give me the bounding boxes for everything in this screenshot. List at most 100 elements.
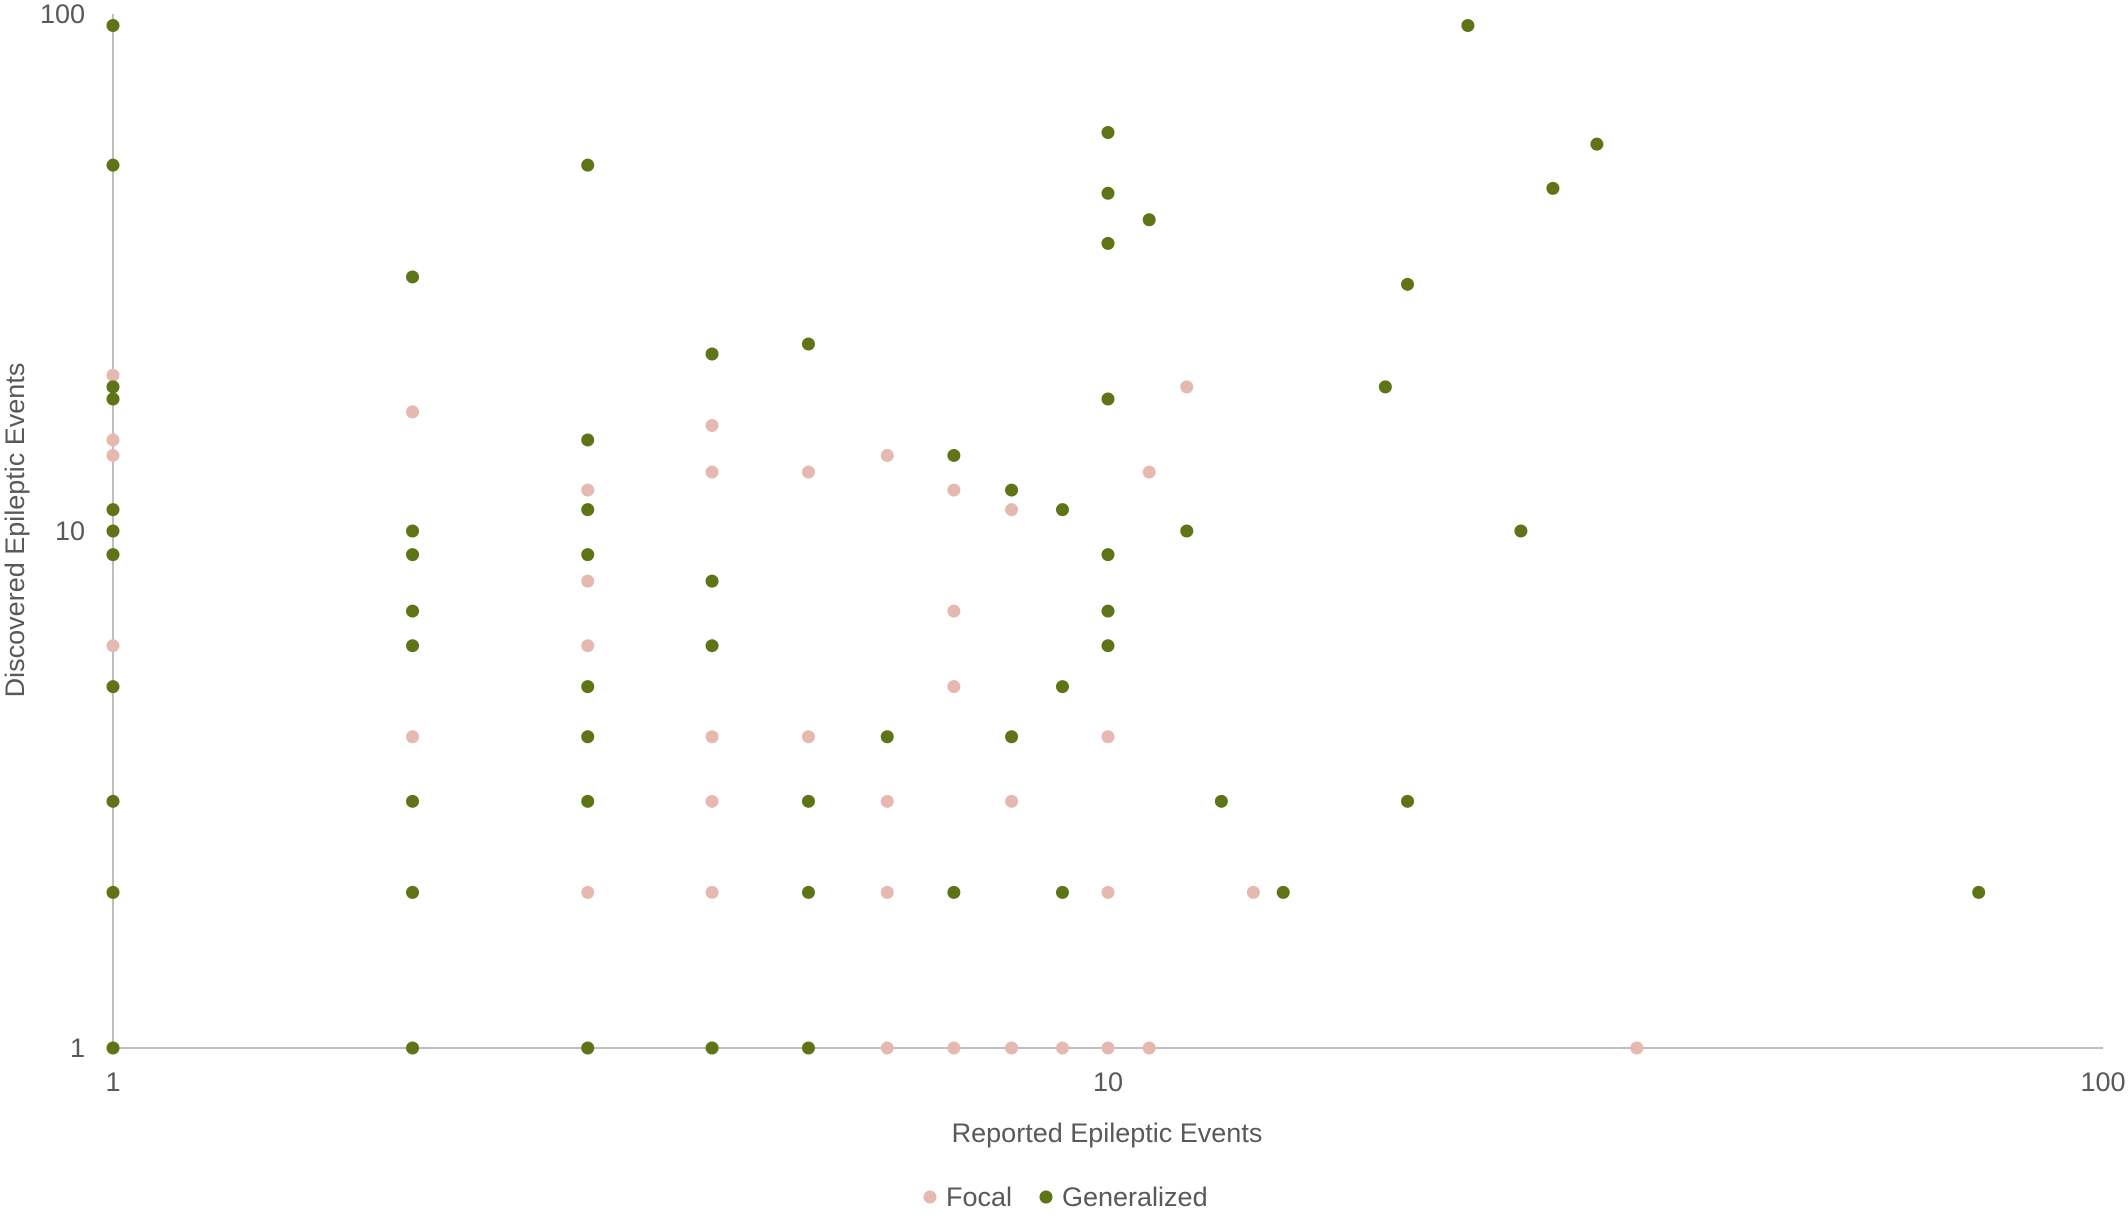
data-point	[1101, 392, 1115, 406]
data-point	[1276, 885, 1290, 899]
data-point	[947, 483, 961, 497]
x-axis-title: Reported Epileptic Events	[952, 1118, 1263, 1148]
data-point	[106, 433, 120, 447]
data-point	[880, 794, 894, 808]
data-point	[705, 639, 719, 653]
data-point	[880, 448, 894, 462]
data-point	[1401, 277, 1415, 291]
data-point	[106, 548, 120, 562]
data-point	[947, 885, 961, 899]
data-point	[1005, 503, 1019, 517]
data-point	[1101, 639, 1115, 653]
data-point	[1142, 465, 1156, 479]
data-point	[1101, 604, 1115, 618]
data-point	[801, 794, 815, 808]
data-point	[1101, 548, 1115, 562]
data-point	[705, 730, 719, 744]
data-point	[581, 548, 595, 562]
data-point	[581, 483, 595, 497]
data-point	[106, 794, 120, 808]
data-point	[581, 158, 595, 172]
data-point	[406, 1041, 420, 1055]
data-point	[801, 337, 815, 351]
data-point	[880, 885, 894, 899]
data-point	[406, 405, 420, 419]
data-point	[1590, 137, 1604, 151]
data-point	[106, 1041, 120, 1055]
data-point	[1101, 125, 1115, 139]
data-point	[801, 465, 815, 479]
data-point	[106, 368, 120, 382]
data-point	[406, 270, 420, 284]
data-point	[406, 885, 420, 899]
data-point	[406, 730, 420, 744]
x-tick-labels: 1 10 100	[105, 1067, 2125, 1097]
data-point	[406, 524, 420, 538]
data-point	[106, 380, 120, 394]
data-point	[1630, 1041, 1644, 1055]
data-point	[106, 524, 120, 538]
data-point	[106, 392, 120, 406]
legend-item-generalized: Generalized	[1039, 1182, 1208, 1212]
data-point	[705, 885, 719, 899]
data-point	[705, 574, 719, 588]
x-tick-label: 100	[2080, 1067, 2125, 1097]
data-point	[1514, 524, 1528, 538]
data-point	[1101, 236, 1115, 250]
data-point	[581, 433, 595, 447]
data-point	[106, 448, 120, 462]
data-point	[581, 1041, 595, 1055]
data-point	[1101, 1041, 1115, 1055]
data-point	[1055, 885, 1069, 899]
data-points	[106, 19, 1986, 1055]
data-point	[1055, 680, 1069, 694]
data-point	[947, 1041, 961, 1055]
data-point	[1101, 730, 1115, 744]
data-point	[705, 418, 719, 432]
data-point	[1055, 1041, 1069, 1055]
data-point	[1101, 885, 1115, 899]
data-point	[1142, 213, 1156, 227]
data-point	[106, 680, 120, 694]
data-point	[801, 1041, 815, 1055]
x-tick-label: 10	[1093, 1067, 1123, 1097]
legend-label: Generalized	[1062, 1182, 1208, 1212]
data-point	[1005, 483, 1019, 497]
data-point	[106, 885, 120, 899]
data-point	[947, 680, 961, 694]
data-point	[406, 548, 420, 562]
data-point	[581, 730, 595, 744]
data-point	[1055, 503, 1069, 517]
data-point	[581, 794, 595, 808]
data-point	[406, 604, 420, 618]
data-point	[705, 465, 719, 479]
data-point	[1005, 794, 1019, 808]
data-point	[1180, 380, 1194, 394]
data-point	[880, 1041, 894, 1055]
y-tick-label: 100	[40, 0, 85, 29]
data-point	[947, 448, 961, 462]
legend-marker	[923, 1190, 937, 1204]
series-generalized	[106, 19, 1986, 1055]
data-point	[581, 503, 595, 517]
y-tick-labels: 1 10 100	[40, 0, 85, 1063]
legend: Focal Generalized	[923, 1182, 1208, 1212]
data-point	[581, 885, 595, 899]
data-point	[106, 503, 120, 517]
data-point	[1101, 186, 1115, 200]
data-point	[1972, 885, 1986, 899]
data-point	[581, 680, 595, 694]
data-point	[1246, 885, 1260, 899]
data-point	[1005, 1041, 1019, 1055]
data-point	[1005, 730, 1019, 744]
y-tick-label: 1	[70, 1033, 85, 1063]
legend-label: Focal	[946, 1182, 1012, 1212]
data-point	[106, 158, 120, 172]
data-point	[406, 794, 420, 808]
data-point	[1461, 19, 1475, 33]
data-point	[1142, 1041, 1156, 1055]
data-point	[705, 794, 719, 808]
data-point	[1546, 181, 1560, 195]
legend-item-focal: Focal	[923, 1182, 1012, 1212]
